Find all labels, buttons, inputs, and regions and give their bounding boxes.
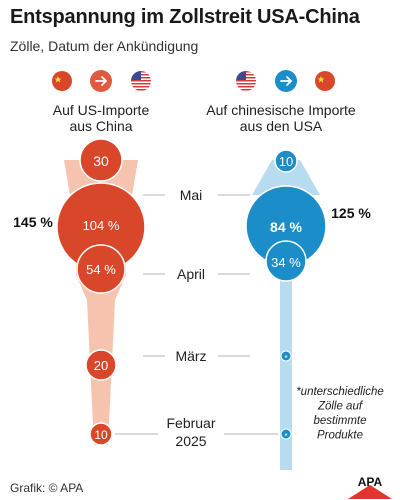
footnote: *unterschiedliche Zölle auf bestimmte Produ… xyxy=(296,386,384,442)
timeline-label: März xyxy=(175,348,206,364)
arrow-right-icon xyxy=(275,70,297,92)
china-flag-icon xyxy=(52,71,72,91)
us-tariff-funnel xyxy=(252,160,320,195)
us-tariff-bubble-34 xyxy=(265,240,307,282)
china-tariff-label: 10 xyxy=(94,428,108,442)
timeline-label: Mai xyxy=(180,187,203,203)
china-tariff-label: 54 % xyxy=(86,262,116,277)
china-tariff-bubble-20 xyxy=(85,349,117,381)
us-tariff-band xyxy=(280,280,292,470)
arrow-right-icon xyxy=(90,70,112,92)
series-label: aus den USA xyxy=(240,118,323,134)
us-flag-icon xyxy=(131,71,151,91)
graphic-credit: Grafik: © APA xyxy=(10,481,84,495)
us-tariff-label: 10 xyxy=(279,154,293,169)
us-tariff-asterisk: * xyxy=(284,432,287,441)
series-label: aus China xyxy=(69,118,132,134)
china-tariff-label: 30 xyxy=(93,153,109,169)
china-tariff-bubble-54 xyxy=(76,244,126,294)
series-label: Auf chinesische Importe xyxy=(206,102,356,118)
svg-text:APA: APA xyxy=(358,475,383,489)
us-flag-icon xyxy=(236,71,256,91)
us-total-label: 125 % xyxy=(331,205,371,221)
china-tariff-bubble-10 xyxy=(89,422,113,446)
us-tariff-marker-februar xyxy=(280,428,292,440)
us-tariff-bubble-10 xyxy=(274,149,298,173)
us-tariff-label: 34 % xyxy=(271,255,301,270)
china-flag-icon xyxy=(315,71,335,91)
timeline-label: Februar xyxy=(166,415,215,431)
china-tariff-label: 20 xyxy=(94,358,108,373)
apa-logo: APA xyxy=(348,475,392,499)
timeline-label: 2025 xyxy=(175,433,206,449)
us-tariff-asterisk: * xyxy=(284,354,287,363)
us-tariff-marker-maerz xyxy=(280,350,292,362)
china-tariff-label: 104 % xyxy=(83,218,120,233)
china-total-label: 145 % xyxy=(13,214,53,230)
series-label: Auf US-Importe xyxy=(53,102,150,118)
timeline-label: April xyxy=(177,266,205,282)
chart-subtitle: Zölle, Datum der Ankündigung xyxy=(10,38,199,54)
us-tariff-label: 84 % xyxy=(270,219,302,235)
chart-title: Entspannung im Zollstreit USA-China xyxy=(10,6,360,28)
china-tariff-bubble-30 xyxy=(79,138,123,182)
